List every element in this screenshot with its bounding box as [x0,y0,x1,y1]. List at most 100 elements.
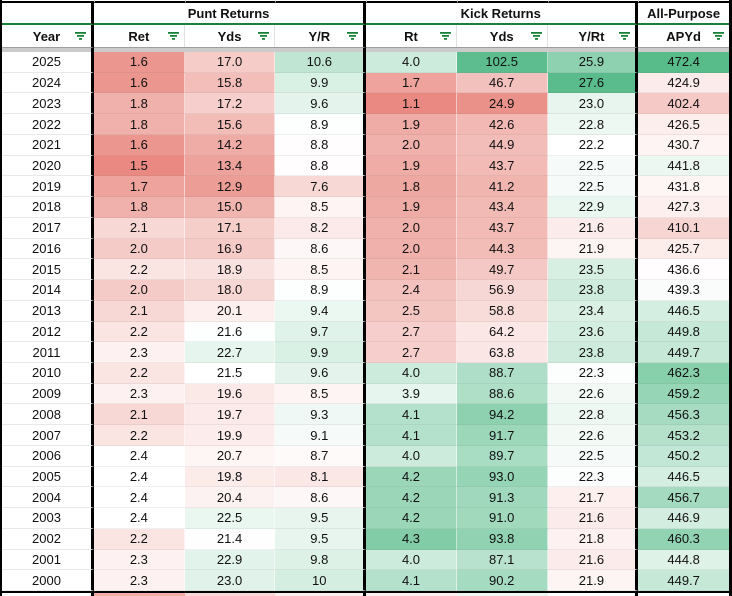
cell-pr-yr[interactable]: 8.7 [275,445,367,467]
cell-pr-ret[interactable]: 2.1 [94,217,185,239]
cell-year[interactable]: 2007 [2,425,94,446]
cell-apyd[interactable]: 436.6 [638,259,729,281]
cell-pr-ret[interactable]: 2.3 [94,383,185,405]
cell-year[interactable]: 2014 [2,280,94,301]
cell-apyd[interactable]: 444.8 [638,549,729,571]
cell-kr-yds[interactable]: 49.7 [456,259,548,281]
cell-pr-ret[interactable]: 2.2 [94,528,185,550]
cell-pr-yr[interactable]: 9.9 [275,342,367,363]
cell-pr-yds[interactable]: 19.8 [184,466,276,488]
cell-kr-rt[interactable]: 2.7 [366,321,457,343]
cell-year[interactable]: 2008 [2,404,94,426]
cell-year[interactable]: 2025 [2,52,94,73]
cell-apyd[interactable]: 460.3 [638,528,729,550]
cell-kr-yds[interactable]: 56.9 [456,280,548,301]
cell-pr-yds[interactable]: 22.7 [184,342,276,363]
cell-year[interactable]: 2022 [2,114,94,135]
cell-apyd[interactable]: 456.3 [638,404,729,426]
cell-kr-yds[interactable]: 24.9 [456,93,548,115]
cell-year[interactable]: 2004 [2,487,94,509]
cell-pr-yds[interactable]: 16.9 [184,238,276,260]
cell-pr-yds[interactable]: 15.0 [184,197,276,218]
cell-year[interactable]: 2003 [2,508,94,529]
cell-kr-yds[interactable]: 90.2 [456,570,548,591]
cell-year[interactable]: 2011 [2,342,94,363]
cell-kr-yrt[interactable]: 25.9 [547,52,639,73]
cell-apyd[interactable]: 446.9 [638,508,729,529]
cell-pr-yr[interactable]: 10 [275,570,367,591]
cell-kr-rt[interactable]: 1.1 [366,93,457,115]
cell-kr-yrt[interactable]: 21.9 [547,570,639,591]
column-header-kr-yrt[interactable]: Y/Rt [547,25,639,47]
cell-pr-ret[interactable]: 2.2 [94,425,185,446]
cell-year[interactable]: 2016 [2,238,94,260]
cell-kr-rt[interactable]: 2.5 [366,300,457,322]
cell-pr-yr[interactable]: 8.8 [275,134,367,156]
cell-pr-ret[interactable]: 2.2 [94,362,185,384]
cell-year[interactable]: 2019 [2,176,94,198]
cell-apyd[interactable]: 426.5 [638,114,729,135]
cell-pr-ret[interactable]: 2.4 [94,508,185,529]
cell-kr-yrt[interactable]: 21.6 [547,508,639,529]
cell-kr-yrt[interactable]: 23.5 [547,259,639,281]
cell-pr-ret[interactable]: 2.2 [94,321,185,343]
cell-kr-rt[interactable]: 1.9 [366,197,457,218]
cell-pr-ret[interactable]: 1.5 [94,155,185,177]
cell-kr-yds[interactable]: 89.7 [456,445,548,467]
filter-icon[interactable] [618,30,631,42]
column-header-year[interactable]: Year [2,25,94,47]
cell-pr-yds[interactable]: 18.9 [184,259,276,281]
cell-kr-yds[interactable]: 42.6 [456,114,548,135]
cell-kr-yrt[interactable]: 21.6 [547,217,639,239]
cell-kr-rt[interactable]: 4.2 [366,508,457,529]
cell-kr-yds[interactable]: 88.6 [456,383,548,405]
cell-pr-yds[interactable]: 19.7 [184,404,276,426]
cell-kr-yds[interactable]: 93.8 [456,528,548,550]
cell-kr-yds[interactable]: 41.2 [456,176,548,198]
cell-pr-yds[interactable]: 20.7 [184,445,276,467]
cell-pr-ret[interactable]: 2.4 [94,487,185,509]
cell-pr-ret[interactable]: 1.8 [94,93,185,115]
cell-kr-yds[interactable]: 88.7 [456,362,548,384]
cell-pr-yds[interactable]: 13.4 [184,155,276,177]
column-header-pr-yr[interactable]: Y/R [275,25,367,47]
cell-kr-rt[interactable]: 2.0 [366,217,457,239]
column-header-kr-rt[interactable]: Rt [366,25,457,47]
cell-kr-yrt[interactable]: 22.9 [547,197,639,218]
cell-pr-ret[interactable]: 2.3 [94,342,185,363]
column-header-pr-yds[interactable]: Yds [184,25,276,47]
cell-pr-yds[interactable]: 12.9 [184,176,276,198]
cell-apyd[interactable]: 472.4 [638,52,729,73]
cell-kr-rt[interactable]: 4.0 [366,362,457,384]
cell-apyd[interactable]: 427.3 [638,197,729,218]
column-header-apyd[interactable]: APYd [638,25,729,47]
cell-kr-yds[interactable]: 43.7 [456,155,548,177]
cell-kr-yds[interactable]: 58.8 [456,300,548,322]
column-header-kr-yds[interactable]: Yds [456,25,548,47]
cell-apyd[interactable]: 439.3 [638,280,729,301]
cell-kr-rt[interactable]: 2.7 [366,342,457,363]
cell-kr-yds[interactable]: 63.8 [456,342,548,363]
cell-apyd[interactable]: 449.7 [638,570,729,591]
cell-pr-yr[interactable]: 9.5 [275,528,367,550]
cell-apyd[interactable]: 462.3 [638,362,729,384]
cell-pr-yds[interactable]: 17.1 [184,217,276,239]
cell-kr-yds[interactable]: 94.2 [456,404,548,426]
cell-kr-rt[interactable]: 2.0 [366,134,457,156]
cell-kr-rt[interactable]: 1.8 [366,176,457,198]
cell-apyd[interactable]: 425.7 [638,238,729,260]
cell-kr-rt[interactable]: 2.4 [366,280,457,301]
cell-year[interactable]: 2020 [2,155,94,177]
cell-year[interactable]: 2006 [2,445,94,467]
cell-kr-yrt[interactable]: 21.9 [547,238,639,260]
cell-kr-yrt[interactable]: 21.8 [547,528,639,550]
cell-pr-yds[interactable]: 22.9 [184,549,276,571]
cell-kr-rt[interactable]: 4.1 [366,570,457,591]
cell-apyd[interactable]: 449.8 [638,321,729,343]
cell-apyd[interactable]: 446.5 [638,466,729,488]
cell-kr-yds[interactable]: 43.7 [456,217,548,239]
cell-pr-ret[interactable]: 1.6 [94,134,185,156]
cell-kr-yds[interactable]: 46.7 [456,72,548,94]
cell-kr-yds[interactable]: 91.0 [456,508,548,529]
cell-kr-rt[interactable]: 4.2 [366,466,457,488]
